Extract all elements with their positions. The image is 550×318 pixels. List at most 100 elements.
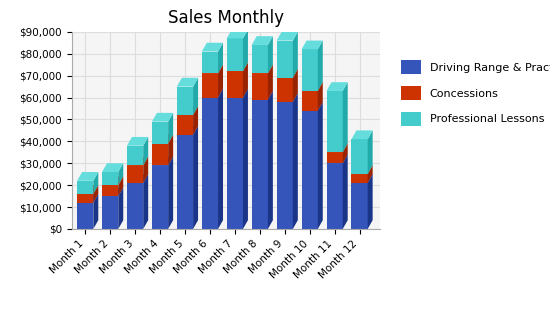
Polygon shape (252, 91, 273, 100)
Polygon shape (227, 71, 243, 98)
Polygon shape (243, 30, 248, 71)
Polygon shape (202, 52, 218, 73)
Polygon shape (301, 49, 318, 91)
Polygon shape (193, 78, 198, 115)
Polygon shape (227, 30, 248, 38)
Polygon shape (77, 172, 98, 181)
Polygon shape (143, 137, 148, 165)
Polygon shape (118, 163, 123, 185)
Polygon shape (102, 185, 118, 196)
Polygon shape (102, 176, 123, 185)
Polygon shape (351, 174, 373, 183)
Polygon shape (202, 43, 223, 52)
Polygon shape (301, 102, 323, 111)
Polygon shape (94, 185, 98, 203)
Polygon shape (102, 196, 118, 229)
Polygon shape (94, 194, 98, 229)
Polygon shape (227, 98, 243, 229)
Polygon shape (177, 115, 193, 135)
Polygon shape (152, 135, 173, 143)
Polygon shape (152, 121, 168, 143)
Polygon shape (143, 157, 148, 183)
Polygon shape (351, 174, 367, 183)
Polygon shape (193, 106, 198, 135)
Polygon shape (367, 165, 373, 183)
Polygon shape (227, 89, 248, 98)
Polygon shape (277, 102, 293, 229)
Polygon shape (168, 135, 173, 165)
Polygon shape (301, 41, 323, 49)
Polygon shape (127, 165, 143, 183)
Polygon shape (202, 89, 223, 98)
Polygon shape (77, 194, 94, 203)
Polygon shape (268, 36, 273, 73)
Polygon shape (327, 155, 348, 163)
Polygon shape (177, 135, 193, 229)
Polygon shape (301, 111, 318, 229)
Polygon shape (202, 98, 218, 229)
Polygon shape (152, 165, 168, 229)
Polygon shape (177, 106, 198, 115)
Polygon shape (152, 143, 168, 165)
Polygon shape (367, 130, 373, 174)
Polygon shape (152, 157, 173, 165)
Polygon shape (268, 91, 273, 229)
Polygon shape (218, 65, 223, 98)
Polygon shape (252, 36, 273, 45)
Polygon shape (77, 185, 98, 194)
Polygon shape (127, 146, 143, 165)
Polygon shape (327, 91, 343, 152)
Polygon shape (168, 113, 173, 143)
Polygon shape (127, 137, 148, 146)
Polygon shape (293, 32, 298, 78)
Polygon shape (143, 174, 148, 229)
Polygon shape (102, 187, 123, 196)
Polygon shape (327, 143, 348, 152)
Polygon shape (193, 126, 198, 229)
Polygon shape (343, 82, 348, 152)
Polygon shape (277, 41, 293, 78)
Polygon shape (252, 65, 273, 73)
Polygon shape (118, 176, 123, 196)
Polygon shape (94, 172, 98, 194)
Polygon shape (177, 126, 198, 135)
Polygon shape (202, 65, 223, 73)
Polygon shape (243, 62, 248, 98)
Polygon shape (301, 82, 323, 91)
Polygon shape (327, 82, 348, 91)
Polygon shape (277, 32, 298, 41)
Polygon shape (177, 86, 193, 115)
Polygon shape (277, 93, 298, 102)
Title: Sales Monthly: Sales Monthly (168, 10, 283, 27)
Polygon shape (351, 165, 373, 174)
Polygon shape (252, 100, 268, 229)
Polygon shape (218, 43, 223, 73)
Polygon shape (343, 143, 348, 163)
Polygon shape (327, 163, 343, 229)
Polygon shape (318, 102, 323, 229)
Polygon shape (168, 157, 173, 229)
Polygon shape (318, 82, 323, 111)
Polygon shape (77, 203, 94, 229)
Polygon shape (301, 91, 318, 111)
Polygon shape (102, 172, 118, 185)
Polygon shape (152, 113, 173, 121)
Polygon shape (252, 73, 268, 100)
Polygon shape (277, 69, 298, 78)
Polygon shape (351, 130, 373, 139)
Polygon shape (127, 174, 148, 183)
Polygon shape (102, 163, 123, 172)
Polygon shape (118, 187, 123, 229)
Polygon shape (77, 194, 98, 203)
Polygon shape (202, 73, 218, 98)
Polygon shape (351, 139, 367, 174)
Polygon shape (343, 155, 348, 229)
Legend: Driving Range & Practice Faciliti, Concessions, Professional Lessons: Driving Range & Practice Faciliti, Conce… (398, 57, 550, 129)
Polygon shape (243, 89, 248, 229)
Polygon shape (277, 78, 293, 102)
Polygon shape (127, 157, 148, 165)
Polygon shape (327, 152, 343, 163)
Polygon shape (293, 93, 298, 229)
Polygon shape (367, 174, 373, 229)
Polygon shape (77, 181, 94, 194)
